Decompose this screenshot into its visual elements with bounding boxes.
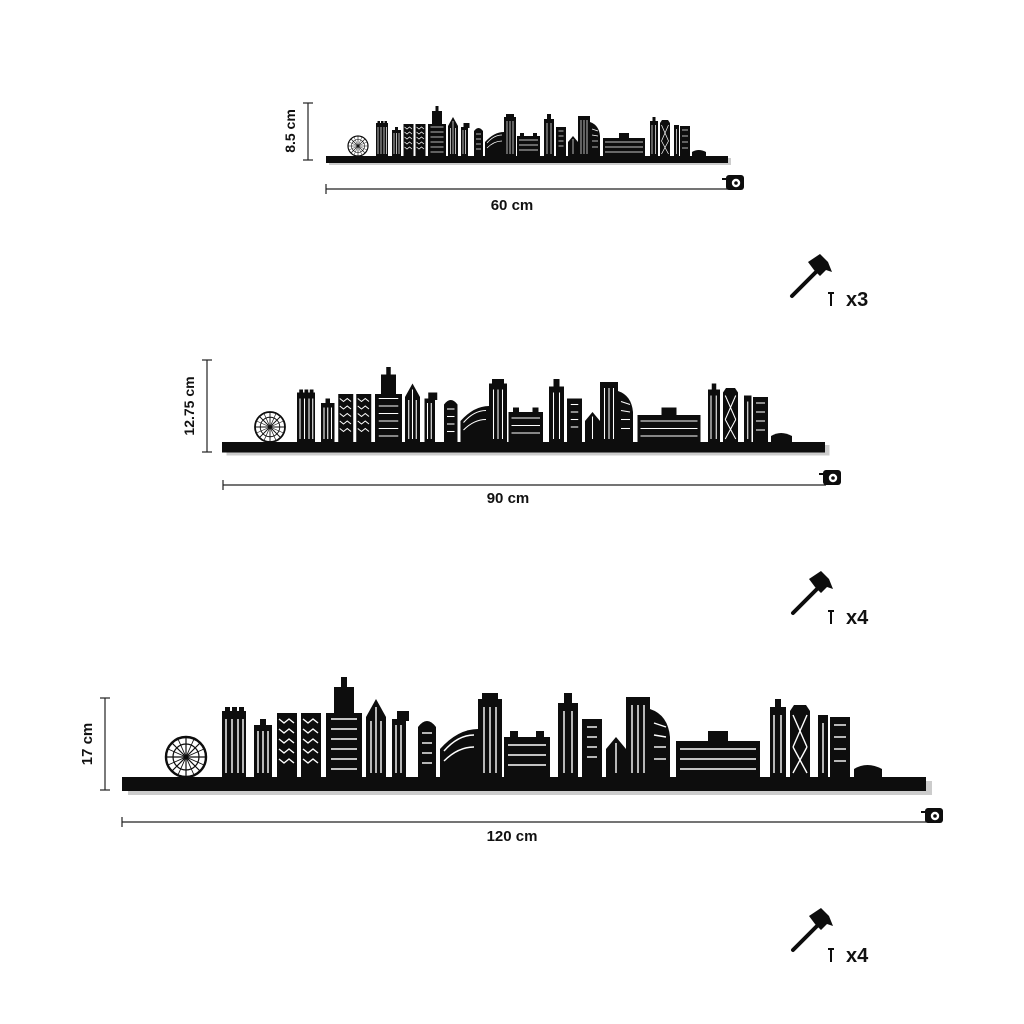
nail-count-60: x3: [846, 289, 868, 311]
height-dimension-60: [303, 102, 313, 161]
variant-120cm: 17 cm 120 cm x4: [79, 675, 943, 967]
length-label-60: 60 cm: [491, 197, 534, 214]
nail-count-90: x4: [846, 607, 869, 629]
length-dimension-60: [325, 184, 730, 194]
length-dimension-120: [121, 817, 928, 827]
variant-90cm: 12.75 cm 90 cm x4: [181, 359, 869, 629]
skyline-silhouette-60: [325, 105, 732, 166]
tape-measure-icon: [722, 175, 744, 190]
skyline-silhouette-90: [221, 366, 831, 457]
height-label-60: 8.5 cm: [282, 109, 298, 153]
tape-measure-icon: [921, 808, 943, 823]
hammer-icon: [791, 569, 835, 615]
nail-icon: [828, 292, 834, 306]
variant-60cm: 8.5 cm 60 cm x3: [282, 102, 868, 311]
height-dimension-90: [202, 359, 212, 453]
height-label-90: 12.75 cm: [181, 376, 197, 435]
nail-count-120: x4: [846, 945, 869, 967]
hammer-icon: [790, 252, 834, 298]
length-dimension-90: [222, 480, 826, 490]
length-label-120: 120 cm: [487, 828, 538, 845]
nail-icon: [828, 610, 834, 624]
skyline-silhouette-120: [120, 675, 934, 797]
length-label-90: 90 cm: [487, 490, 530, 507]
height-label-120: 17 cm: [79, 723, 96, 766]
hammer-icon: [791, 906, 835, 952]
height-dimension-120: [100, 697, 110, 791]
tape-measure-icon: [819, 470, 841, 485]
nail-icon: [828, 948, 834, 962]
